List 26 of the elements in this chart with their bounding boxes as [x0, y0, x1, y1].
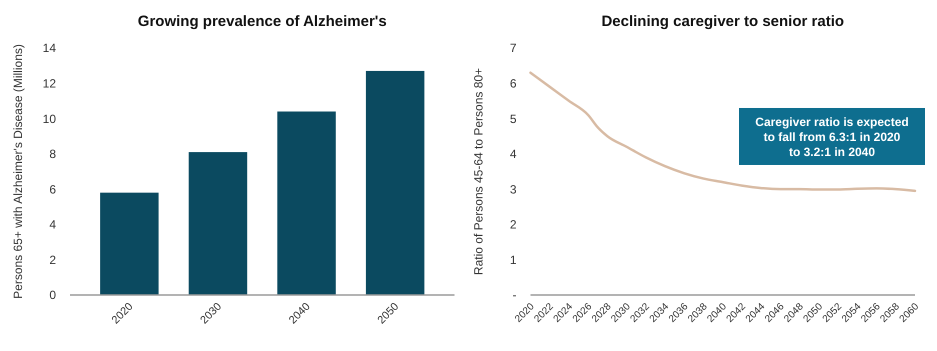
bar — [366, 70, 424, 295]
y-tick-label: 1 — [510, 252, 517, 267]
y-tick-label: 6 — [49, 182, 56, 196]
y-tick-label: 7 — [510, 41, 517, 56]
y-tick-label: 14 — [42, 41, 56, 56]
y-tick-label: 8 — [49, 147, 56, 162]
y-tick-label: 2 — [510, 218, 517, 232]
line-series — [529, 71, 916, 192]
bar — [277, 112, 336, 295]
y-axis-title: Persons 65+ with Alzheimer's Disease (Millions) — [11, 44, 25, 299]
chart-title: Declining caregiver to senior ratio — [601, 13, 844, 30]
annotation: Caregiver ratio is expected to fall from 6.3:1 in 2020 to 3.2:1 in 2040 — [755, 114, 909, 159]
y-tick-label: 0 — [49, 288, 56, 302]
y-tick-label: 5 — [510, 112, 517, 126]
y-tick-label: 4 — [510, 147, 517, 162]
y-tick-label: 12 — [42, 76, 56, 90]
y-axis-title: Ratio of Persons 45-64 to Persons 80+ — [472, 68, 486, 276]
bar — [100, 192, 159, 295]
y-tick-label: 4 — [49, 218, 56, 232]
y-tick-label: 10 — [42, 112, 56, 126]
y-tick-label: 3 — [510, 182, 517, 196]
bar — [188, 152, 248, 295]
y-tick-label: 6 — [510, 76, 517, 90]
chart-title: Growing prevalence of Alzheimer's — [138, 13, 387, 30]
y-tick-label: 2 — [49, 252, 56, 267]
y-tick-label: - — [512, 288, 516, 302]
